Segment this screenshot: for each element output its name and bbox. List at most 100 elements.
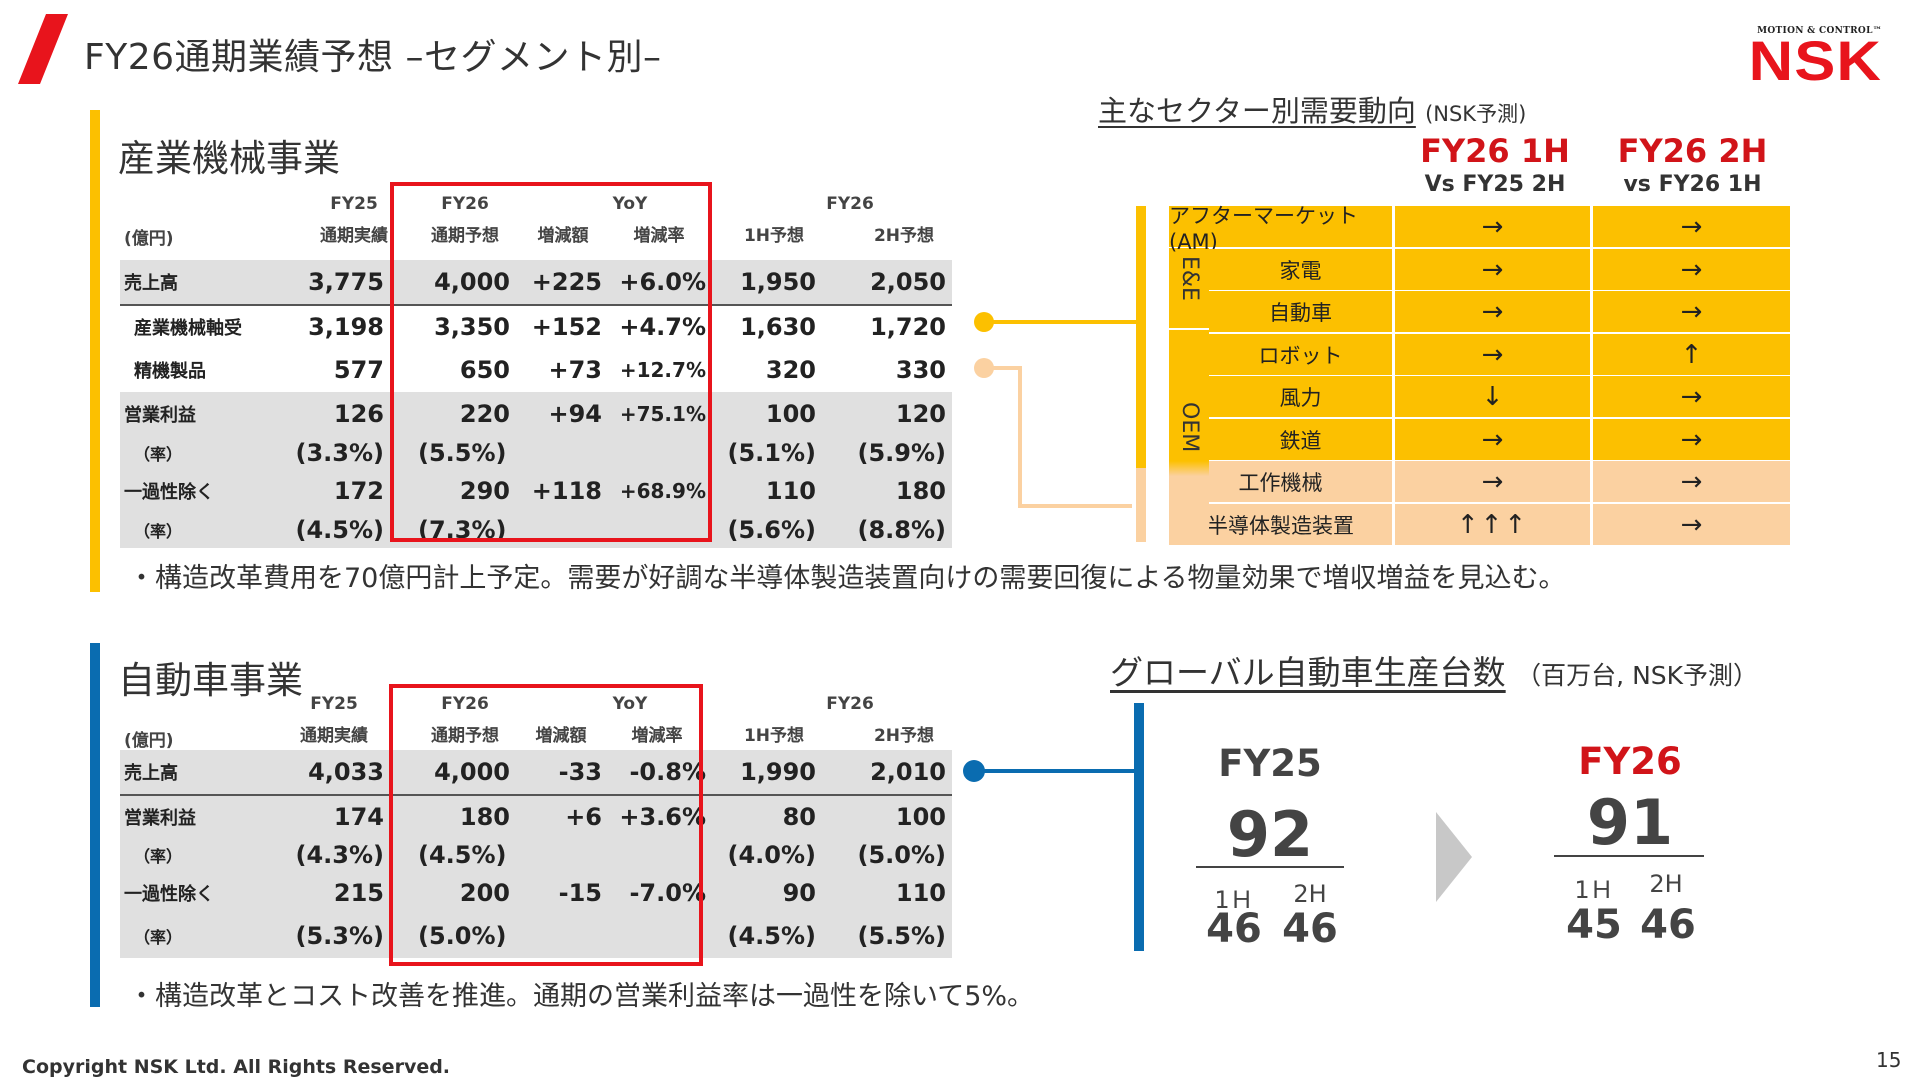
sector-trend-2h: → <box>1593 206 1790 247</box>
col-yoy-amount: 増減額 <box>535 726 587 746</box>
table-row: 営業利益 126 220 +94 +75.1% 100 120 <box>120 392 952 436</box>
cell-1h: (4.0%) <box>727 841 817 869</box>
cell-fy25: (4.5%) <box>295 516 385 544</box>
cell-yoy-rate: +3.6% <box>619 803 706 831</box>
row-label: （率） <box>134 445 183 464</box>
cell-fy26: 3,350 <box>434 313 510 341</box>
gp-fy26-1h-value: 45 <box>1566 902 1622 948</box>
industrial-note: ・構造改革費用を70億円計上予定。需要が好調な半導体製造装置向けの需要回復による… <box>128 563 1566 594</box>
cell-yoy-amount: +73 <box>548 356 602 384</box>
table-row: 売上高 3,775 4,000 +225 +6.0% 1,950 2,050 <box>120 260 952 304</box>
col-fy25: FY25 <box>330 194 378 214</box>
cell-2h: (5.0%) <box>857 841 947 869</box>
cell-2h: 2,010 <box>870 758 946 786</box>
col-fy25: FY25 <box>310 694 358 714</box>
page-number: 15 <box>1876 1048 1902 1072</box>
cell-yoy-rate: +6.0% <box>619 268 706 296</box>
gp-fy26-2h-value: 46 <box>1640 902 1696 948</box>
table-row: 精機製品 577 650 +73 +12.7% 320 330 <box>120 348 952 392</box>
sector-row: 半導体製造装置 ↑↑↑ → <box>1169 504 1790 545</box>
sector-trend-1h: → <box>1395 419 1593 460</box>
row-label: 精機製品 <box>134 361 206 382</box>
gp-fy25-1h-label: 1Ｈ <box>1214 886 1254 914</box>
industrial-table-header: (億円) FY25 通期実績 FY26 通期予想 YoY 増減額 増減率 FY2… <box>120 190 952 260</box>
sector-title-text: 主なセクター別需要動向 <box>1098 94 1416 128</box>
ee-group-cell <box>1169 248 1209 328</box>
ee-group-label: E&E <box>1177 256 1202 301</box>
industrial-section-title: 産業機械事業 <box>118 137 340 180</box>
col-yoy-amount: 増減額 <box>537 226 589 246</box>
cell-2h: (5.5%) <box>857 922 947 950</box>
table-row: 売上高 4,033 4,000 -33 -0.8% 1,990 2,010 <box>120 750 952 794</box>
gp-fy25-divider <box>1196 866 1344 868</box>
global-production-title-text: グローバル自動車生産台数 <box>1110 653 1506 692</box>
sector-row: 自動車 → → <box>1209 291 1790 332</box>
gp-fy25-total: 92 <box>1226 798 1314 871</box>
automotive-section-title: 自動車事業 <box>118 659 303 702</box>
fy26-highlight-box <box>390 182 712 542</box>
cell-yoy-amount: -33 <box>558 758 602 786</box>
automotive-table: (億円) FY25 通期実績 FY26 通期予想 YoY 増減額 増減率 FY2… <box>120 692 952 958</box>
row-label: 営業利益 <box>124 808 196 829</box>
sector-trend-1h: → <box>1395 249 1593 290</box>
cell-fy26: 200 <box>459 879 510 907</box>
sector-row: アフターマーケット(AM) → → <box>1169 204 1790 254</box>
cell-2h: 2,050 <box>870 268 946 296</box>
gp-fy26-1h-label: 1Ｈ <box>1574 876 1614 904</box>
sector-trend-1h: → <box>1395 461 1593 502</box>
col-fy25-sub: 通期実績 <box>320 226 388 246</box>
col-1h: 1H予想 <box>743 726 805 746</box>
col-fy26: FY26 <box>441 194 489 214</box>
cell-fy25: 126 <box>333 400 384 428</box>
cell-1h: 110 <box>765 477 816 505</box>
sector-title: 主なセクター別需要動向 (NSK予測) <box>1098 88 1526 130</box>
col-yoy: YoY <box>612 194 648 214</box>
cell-yoy-rate: -0.8% <box>629 758 706 786</box>
cell-2h: 100 <box>895 803 946 831</box>
sector-bar-peach <box>1136 468 1146 542</box>
row-label: 一過性除く <box>124 884 214 905</box>
sector-trend-1h: ↓ <box>1395 376 1593 417</box>
gp-fy25-label: FY25 <box>1218 742 1322 785</box>
row-label: 売上高 <box>124 273 178 294</box>
global-production-title-note: （百万台, NSK予測） <box>1516 661 1759 690</box>
cell-yoy-amount: +6 <box>565 803 602 831</box>
cell-fy26: 220 <box>459 400 510 428</box>
cell-1h: 1,950 <box>740 268 816 296</box>
industrial-connectors <box>974 312 1138 508</box>
cell-yoy-amount: +94 <box>548 400 602 428</box>
cell-yoy-amount: +118 <box>531 477 602 505</box>
automotive-connector <box>963 760 1142 782</box>
gp-fy26-2h-label: 2H <box>1649 870 1683 898</box>
cell-yoy-rate: +12.7% <box>619 358 706 382</box>
cell-fy25: 172 <box>333 477 384 505</box>
sector-row: 家電 → → <box>1209 249 1790 290</box>
cell-fy26: 180 <box>459 803 510 831</box>
sector-row: 工作機械 → → <box>1169 461 1790 502</box>
industrial-table: (億円) FY25 通期実績 FY26 通期予想 YoY 増減額 増減率 FY2… <box>120 190 952 548</box>
sector-title-note: (NSK予測) <box>1425 102 1527 126</box>
sector-name: 家電 <box>1209 249 1395 290</box>
cell-2h: 110 <box>895 879 946 907</box>
sector-row: ロボット → ↑ <box>1209 334 1790 375</box>
sector-trend-1h: ↑↑↑ <box>1395 504 1593 545</box>
col-fy26-half: FY26 <box>826 694 874 714</box>
gp-fy26-total: 91 <box>1586 786 1674 859</box>
sector-name: ロボット <box>1209 334 1395 375</box>
cell-1h: 80 <box>782 803 816 831</box>
cell-2h: 180 <box>895 477 946 505</box>
cell-fy25: (4.3%) <box>295 841 385 869</box>
row-label: 一過性除く <box>124 482 214 503</box>
col-2h: 2H予想 <box>873 226 935 246</box>
sector-name: 自動車 <box>1209 291 1395 332</box>
page-title: FY26通期業績予想 –セグメント別– <box>84 37 662 78</box>
cell-2h: 330 <box>895 356 946 384</box>
sector-row: 風力 ↓ → <box>1209 376 1790 417</box>
cell-yoy-amount: +152 <box>531 313 602 341</box>
col-yoy-rate: 増減率 <box>633 226 685 246</box>
industrial-section-bar <box>90 110 100 592</box>
sector-trend-2h: → <box>1593 249 1790 290</box>
sector-trend-1h: → <box>1395 206 1593 247</box>
sector-col1-sub: Vs FY25 2H <box>1424 172 1566 197</box>
title-accent-slash <box>18 14 68 84</box>
